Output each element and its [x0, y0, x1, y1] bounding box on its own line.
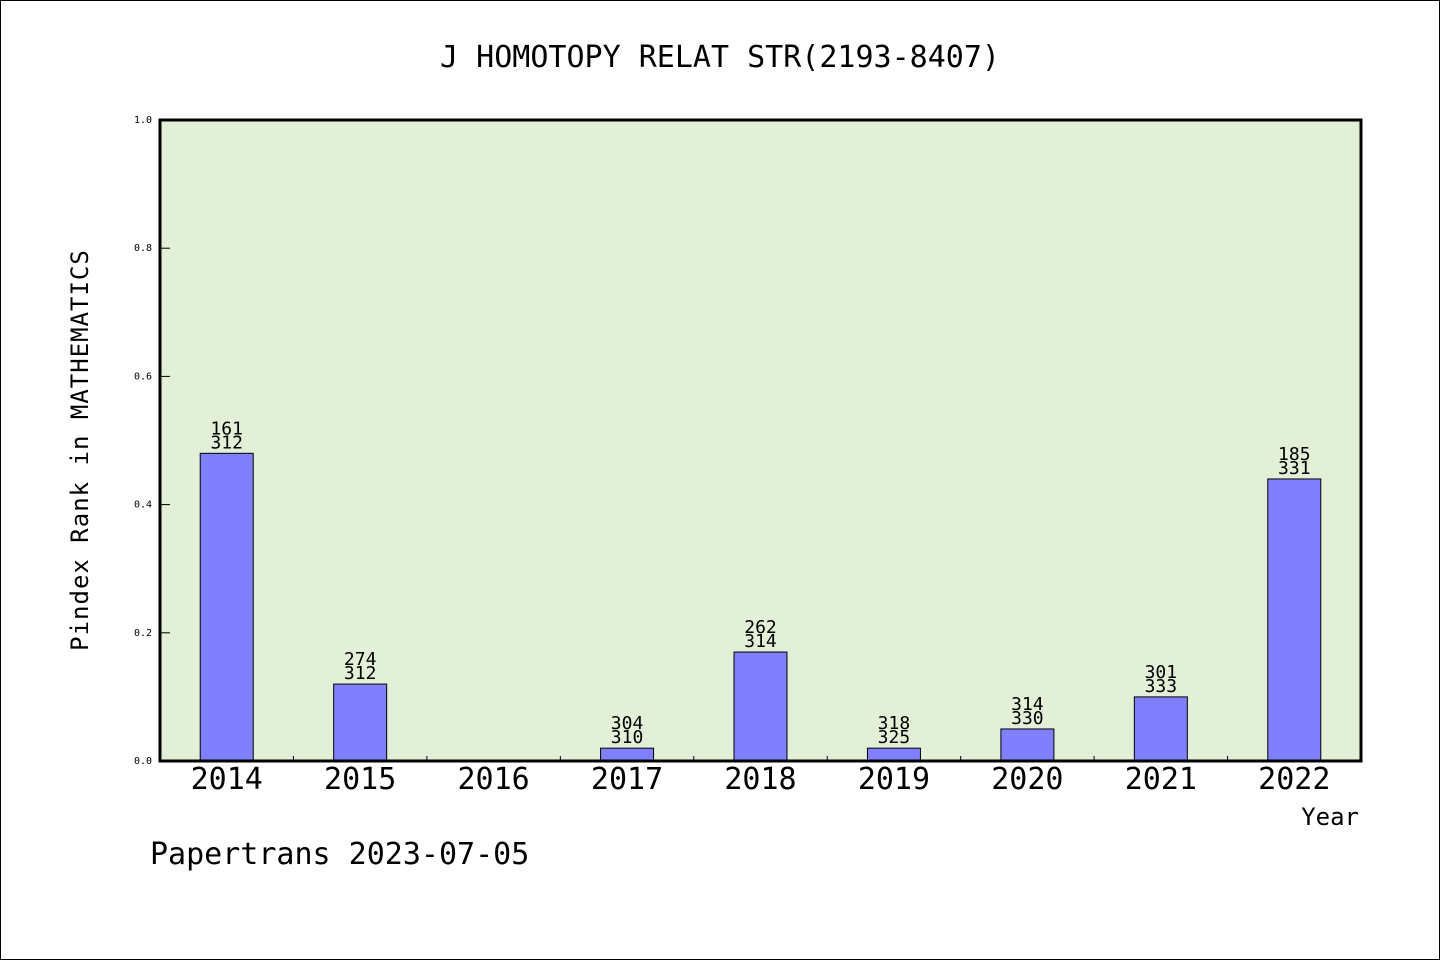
y-tick-label: 0.0 — [134, 756, 152, 767]
x-tick-label: 2021 — [1125, 762, 1197, 797]
x-tick-label: 2019 — [858, 762, 930, 797]
y-axis-label: Pindex Rank in MATHEMATICS — [66, 249, 94, 651]
data-label-top: 161 — [210, 418, 243, 439]
data-label-bottom: 312 — [344, 663, 377, 684]
data-label-top: 304 — [611, 713, 644, 734]
data-label-bottom: 312 — [210, 432, 243, 453]
y-tick-label: 0.4 — [134, 500, 152, 511]
data-label-bottom: 330 — [1011, 708, 1044, 729]
bar — [333, 683, 388, 762]
data-label-top: 262 — [744, 617, 777, 638]
bar — [1267, 478, 1322, 762]
data-label-top: 318 — [878, 713, 911, 734]
data-label-top: 274 — [344, 649, 377, 670]
x-tick-label: 2020 — [991, 762, 1063, 797]
x-tick-label: 2015 — [324, 762, 396, 797]
bar — [866, 747, 921, 762]
bar — [199, 452, 254, 762]
bar — [733, 651, 788, 762]
x-tick-label: 2014 — [191, 762, 263, 797]
bars-group — [199, 452, 1322, 762]
y-tick-label: 0.6 — [134, 371, 152, 382]
chart-title: J HOMOTOPY RELAT STR(2193-8407) — [440, 40, 1000, 75]
data-labels-group: 1613122743123043102623143183253143303013… — [210, 418, 1310, 748]
x-tick-label: 2017 — [591, 762, 663, 797]
y-tick-label: 1.0 — [134, 115, 152, 126]
x-axis-ticks: 2014 2015 2016 2017 2018 2019 2020 2021 2022 — [191, 756, 1330, 797]
y-tick-label: 0.2 — [134, 628, 152, 639]
bar — [600, 747, 655, 762]
data-label-bottom: 310 — [611, 727, 644, 748]
x-axis-label: Year — [1301, 803, 1359, 831]
data-label-bottom: 331 — [1278, 458, 1311, 479]
data-label-bottom: 314 — [744, 631, 777, 652]
bar — [1133, 696, 1188, 762]
plot-border — [158, 118, 1363, 763]
x-tick-label: 2018 — [724, 762, 796, 797]
x-tick-label: 2016 — [457, 762, 529, 797]
credit-text: Papertrans 2023-07-05 — [150, 837, 529, 872]
data-label-top: 314 — [1011, 694, 1044, 715]
x-tick-label: 2022 — [1258, 762, 1330, 797]
data-label-top: 185 — [1278, 444, 1311, 465]
data-label-bottom: 333 — [1145, 676, 1178, 697]
data-label-top: 301 — [1145, 662, 1178, 683]
y-tick-label: 0.8 — [134, 243, 152, 254]
data-label-bottom: 325 — [878, 727, 911, 748]
bar — [1000, 728, 1055, 762]
